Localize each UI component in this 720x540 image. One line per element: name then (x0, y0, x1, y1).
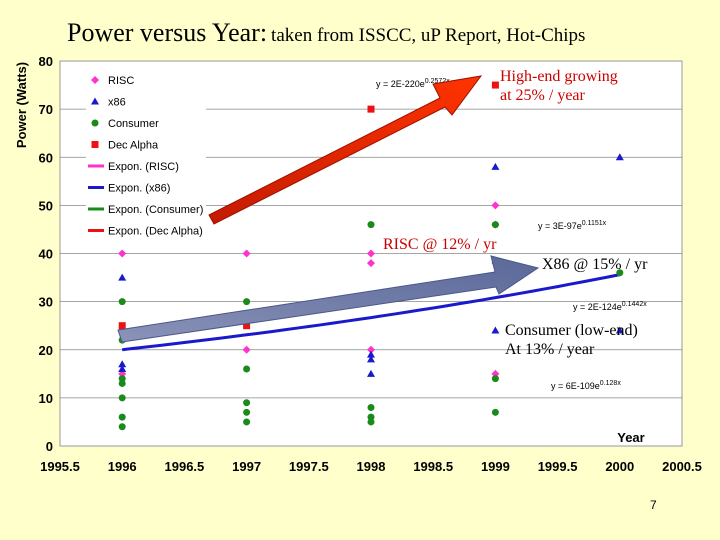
legend-label-expon-x86: Expon. (x86) (108, 183, 170, 195)
x-tick-label-2000.5: 2000.5 (662, 459, 702, 474)
y-tick-label-70: 70 (39, 102, 53, 117)
y-tick-label-60: 60 (39, 150, 53, 165)
y-tick-label-20: 20 (39, 343, 53, 358)
axis-ticks: 0 10 20 30 40 50 60 70 80 1995.5 1996 1996.5 1997 199… (39, 54, 702, 474)
legend-label-x86: x86 (108, 97, 126, 109)
risc-point-0 (118, 249, 127, 258)
risc-point-4 (242, 345, 251, 354)
risc-point-7 (367, 345, 375, 354)
y-tick-label-10: 10 (39, 391, 53, 406)
annotation-risc: RISC @ 12% / yr (383, 236, 497, 253)
consumer-point-5 (118, 413, 126, 421)
legend-label-expon-risc: Expon. (RISC) (108, 161, 179, 173)
consumer-point-0 (118, 298, 126, 306)
consumer-point-10 (243, 408, 251, 416)
x86-point-0 (118, 273, 127, 281)
x-tick-label-1998: 1998 (357, 459, 386, 474)
x-tick-label-1995.5: 1995.5 (40, 459, 80, 474)
x86-point-1 (118, 360, 127, 368)
x86-point-2 (118, 365, 127, 372)
consumer-point-19 (616, 269, 624, 277)
legend-marker-dec-alpha (91, 141, 99, 148)
y-tick-label-80: 80 (39, 54, 53, 69)
dec-alpha-point-0 (118, 322, 126, 330)
slide-title: Power versus Year: taken from ISSCC, uP … (67, 18, 585, 48)
annotation-consumer-line2: At 13% / year (505, 341, 595, 358)
equation-dec-alpha: y = 2E-220e0.2572x (376, 78, 450, 89)
risc-point-5 (367, 249, 375, 258)
y-axis-label: Power (Watts) (14, 62, 29, 148)
equation-risc: y = 3E-97e0.1151x (538, 220, 607, 231)
x-tick-label-1999: 1999 (481, 459, 510, 474)
x-tick-label-1997.5: 1997.5 (289, 459, 329, 474)
consumer-point-9 (243, 399, 251, 407)
legend-marker-consumer (91, 119, 99, 127)
risc-x86-growth-arrow (117, 255, 540, 343)
x86-point-3 (367, 350, 375, 358)
legend-marker-risc (91, 76, 99, 84)
consumer-point-6 (118, 423, 126, 431)
x-tick-label-1997: 1997 (232, 459, 261, 474)
x-tick-label-1996.5: 1996.5 (165, 459, 205, 474)
y-tick-label-30: 30 (39, 295, 53, 310)
legend-box (86, 66, 206, 242)
consumer-point-15 (367, 418, 375, 426)
x-tick-label-2000: 2000 (605, 459, 634, 474)
legend-label-dec-alpha: Dec Alpha (108, 140, 159, 152)
consumer-point-12 (367, 221, 375, 229)
risc-point-6 (367, 259, 375, 268)
x86-point-5 (367, 369, 375, 377)
trendlines (122, 273, 621, 352)
high-end-growth-arrow (208, 75, 483, 225)
annotation-consumer-line1: Consumer (low-end) (505, 322, 638, 339)
x86-point-4 (367, 355, 375, 363)
legend-label-expon-dec-alpha: Expon. (Dec Alpha) (108, 226, 203, 238)
x86-point-6 (491, 162, 500, 170)
x-tick-label-1999.5: 1999.5 (538, 459, 578, 474)
consumer-point-17 (491, 375, 499, 383)
consumer-point-7 (243, 298, 251, 306)
annotation-high-end: High-end growing at 25% / year (500, 67, 618, 105)
legend-label-risc: RISC (108, 75, 134, 87)
dec-alpha-point-3 (491, 81, 499, 89)
legend-marker-x86 (91, 97, 99, 105)
consumer-point-4 (118, 394, 126, 402)
y-tick-label-0: 0 (46, 439, 53, 454)
consumer-point-2 (118, 375, 126, 383)
trendline-x86 (122, 273, 621, 352)
data-points (118, 81, 624, 431)
annotation-x86: X86 @ 15% / yr (542, 256, 648, 273)
consumer-point-8 (243, 365, 251, 373)
annotation-high-end-line1: High-end growing (500, 68, 618, 85)
legend-label-expon-consumer: Expon. (Consumer) (108, 204, 203, 216)
x86-point-8 (615, 153, 624, 161)
equation-x86: y = 2E-124e0.1442x (573, 301, 647, 312)
x86-point-9 (615, 326, 624, 334)
x-tick-label-1998.5: 1998.5 (413, 459, 453, 474)
equation-consumer: y = 6E-109e0.128x (551, 380, 621, 391)
annotation-high-end-line2: at 25% / year (500, 87, 585, 104)
consumer-point-11 (243, 418, 251, 426)
legend: RISC x86 Consumer Dec Alpha Expon. (RISC) Exp… (88, 75, 203, 238)
page-number: 7 (650, 498, 657, 512)
consumer-point-3 (118, 379, 126, 387)
consumer-point-16 (491, 221, 499, 229)
title-sub: taken from ISSCC, uP Report, Hot-Chips (271, 25, 586, 46)
annotation-consumer: Consumer (low-end) At 13% / year (505, 321, 638, 359)
y-tick-label-50: 50 (39, 198, 53, 213)
x86-point-7 (491, 326, 500, 334)
x-tick-label-1996: 1996 (108, 459, 137, 474)
x-axis-label: Year (617, 430, 644, 445)
dec-alpha-point-2 (367, 105, 375, 113)
risc-point-3 (242, 249, 251, 258)
consumer-point-14 (367, 413, 375, 421)
consumer-point-18 (491, 408, 499, 416)
consumer-point-13 (367, 404, 375, 411)
dec-alpha-point-1 (243, 322, 251, 330)
y-tick-label-40: 40 (39, 247, 53, 262)
risc-point-8 (491, 201, 500, 210)
legend-label-consumer: Consumer (108, 118, 159, 130)
title-main: Power versus Year: (67, 18, 268, 47)
